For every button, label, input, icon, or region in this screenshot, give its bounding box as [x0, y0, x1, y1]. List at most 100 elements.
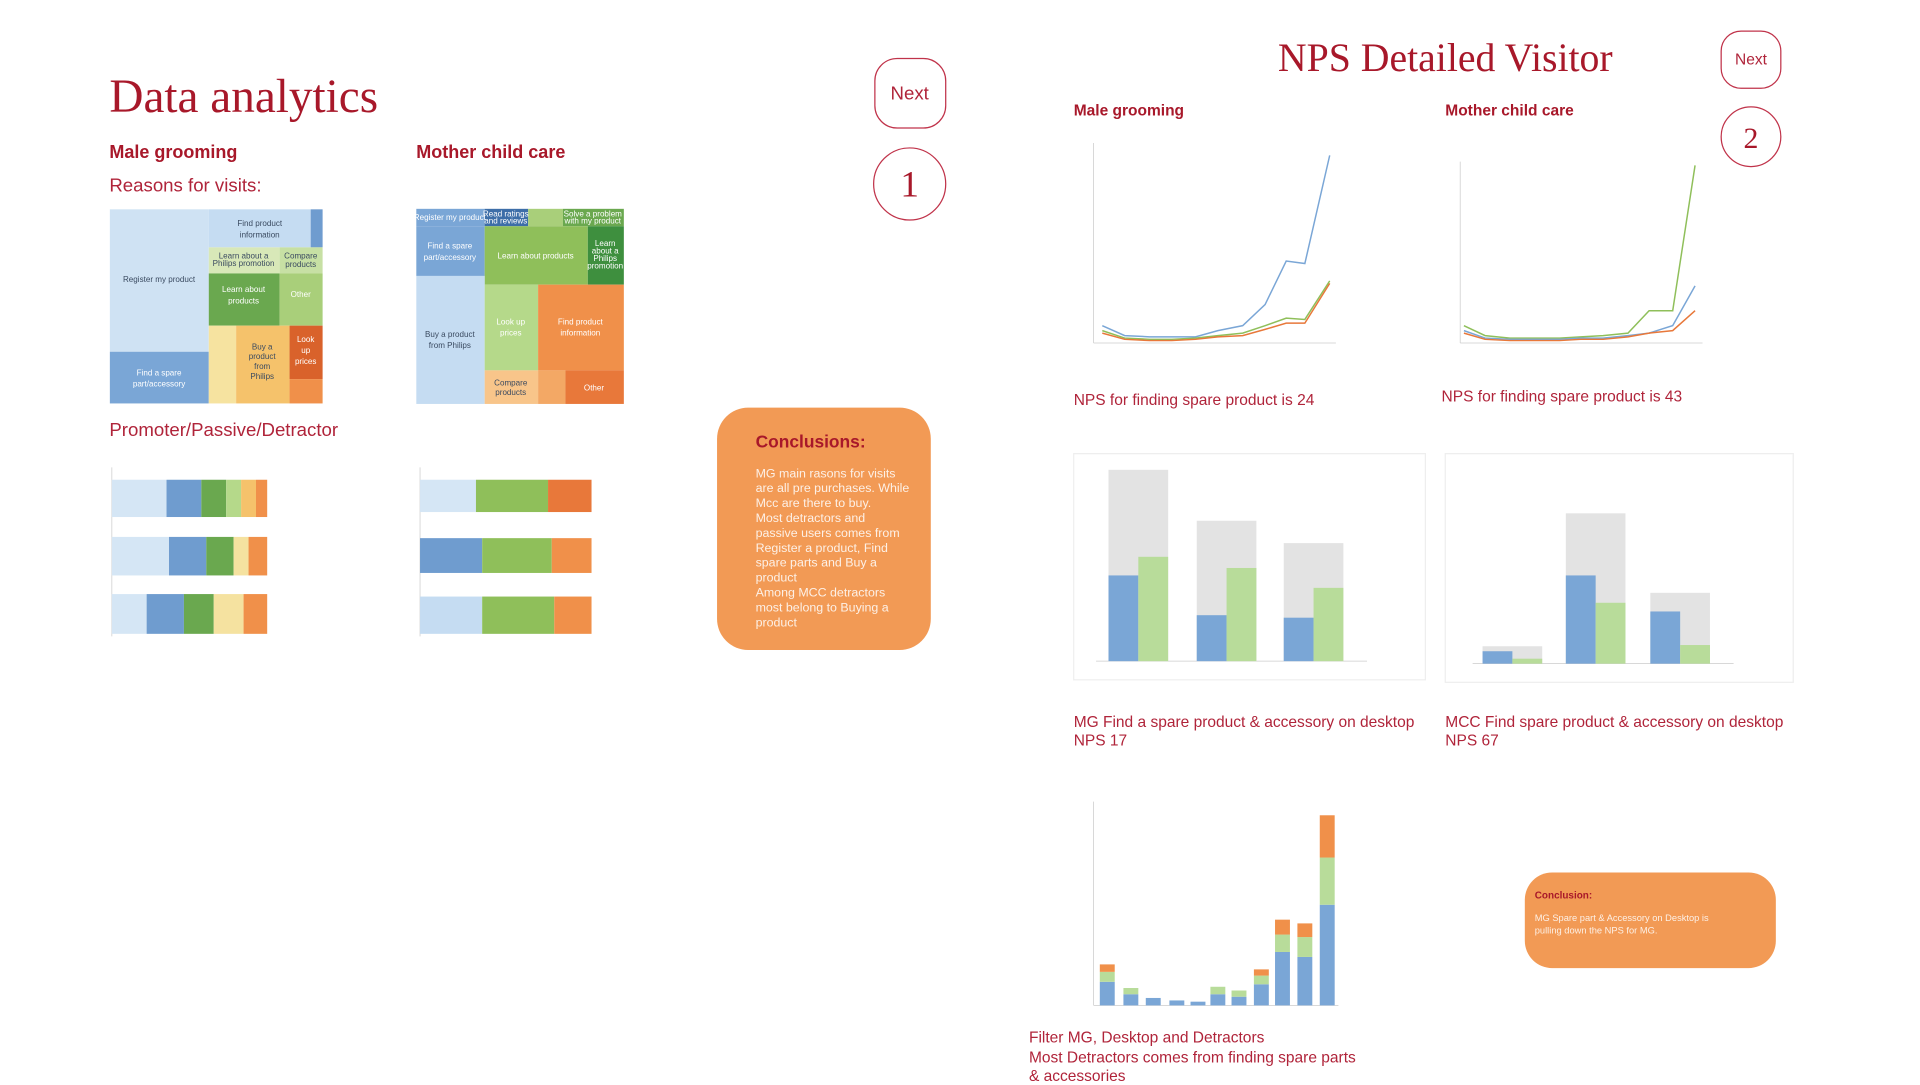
- caption: NPS 67: [1445, 733, 1498, 750]
- cell: [289, 325, 324, 380]
- conclusion-line: are all pre purchases. While: [756, 481, 910, 495]
- cell: [484, 370, 539, 404]
- cell: [528, 208, 563, 227]
- cell-label: Buy a product: [425, 330, 476, 339]
- cell: [279, 273, 324, 326]
- cell-label: Learn: [595, 239, 616, 248]
- cell-label: products: [228, 296, 259, 305]
- stacked-thumbnail: [1093, 801, 1339, 1006]
- cell-label: up: [301, 346, 310, 355]
- heading: Mother child care: [416, 142, 565, 162]
- cell-label: Philips: [250, 372, 274, 381]
- next-label[interactable]: Next: [891, 82, 930, 103]
- cell: [538, 370, 566, 404]
- cell-label: Philips promotion: [213, 259, 275, 268]
- cell-label: Register my product: [414, 213, 487, 222]
- cell-label: Find product: [558, 317, 604, 326]
- cell: [416, 226, 485, 276]
- conclusion-line: passive users comes from: [756, 526, 900, 540]
- treemap: Register my product Read ratings and rev…: [414, 208, 624, 404]
- conclusion-line: most belong to Buying a: [756, 600, 889, 614]
- cell-label: Other: [584, 383, 604, 392]
- cell-label: Solve a problem: [564, 209, 623, 218]
- cell: [484, 284, 539, 371]
- stacked-bar-thumbnail: [111, 467, 592, 637]
- cell-label: Philips: [593, 254, 617, 263]
- cell-label: about a: [592, 247, 619, 256]
- cell: [208, 208, 311, 248]
- cell-label: promotion: [587, 261, 623, 270]
- cell-label: Look: [297, 335, 315, 344]
- cell-label: part/accessory: [133, 380, 186, 389]
- step-circle: [1720, 106, 1782, 168]
- caption: NPS for finding spare product is 43: [1442, 388, 1683, 405]
- cell-label: Find product: [237, 219, 283, 228]
- cell: [289, 379, 324, 404]
- cell-label: Learn about: [222, 285, 266, 294]
- next-button[interactable]: [874, 57, 947, 129]
- title: NPS Detailed Visitor: [1278, 36, 1613, 80]
- cell-label: with my product: [564, 217, 622, 226]
- cell-label: part/accessory: [424, 253, 477, 262]
- cell: [416, 208, 485, 227]
- cell-label: product: [249, 352, 277, 361]
- conclusion-line: product: [756, 571, 798, 585]
- caption: NPS 17: [1074, 733, 1127, 750]
- cell: [562, 208, 624, 227]
- cell-label: Learn about products: [498, 252, 574, 261]
- caption: MCC Find spare product & accessory on de…: [1445, 714, 1783, 731]
- cell-label: Learn about a: [219, 252, 269, 261]
- cell: [208, 247, 280, 274]
- cell-label: Compare: [284, 252, 318, 261]
- title: Data analytics: [109, 71, 378, 123]
- cell-label: and reviews: [484, 217, 527, 226]
- step-number: 1: [900, 164, 919, 205]
- conclusion-line: MG main rasons for visits: [756, 466, 896, 480]
- conclusion-line: Among MCC detractors: [756, 586, 886, 600]
- cell-label: Other: [291, 290, 311, 299]
- line-thumbnail: [1093, 142, 1703, 344]
- conclusion-box: [1524, 872, 1776, 969]
- heading: Male grooming: [109, 142, 237, 162]
- cell-label: from: [254, 362, 270, 371]
- next-button[interactable]: [1720, 30, 1782, 89]
- conclusion-line: Mcc are there to buy.: [756, 496, 872, 510]
- cell-label: products: [285, 260, 316, 269]
- step-circle: [873, 147, 947, 221]
- bar-thumbnail: [1073, 453, 1794, 683]
- cell: [236, 325, 290, 404]
- cell-label: from Philips: [429, 341, 471, 350]
- conclusion-line: Most detractors and: [756, 511, 866, 525]
- heading: Mother child care: [1445, 103, 1574, 120]
- cell-label: Find a spare: [427, 242, 472, 251]
- cell: [279, 247, 324, 274]
- caption: & accessories: [1029, 1068, 1126, 1085]
- heading: Male grooming: [1074, 103, 1184, 120]
- subheading: Reasons for visits:: [109, 174, 261, 195]
- cell: [538, 284, 624, 371]
- conclusion-line: product: [756, 615, 798, 629]
- conclusion-line: spare parts and Buy a: [756, 556, 877, 570]
- cell: [208, 325, 237, 404]
- cell-label: Compare: [494, 378, 528, 387]
- cell-label: Read ratings: [483, 209, 529, 218]
- next-label[interactable]: Next: [1735, 52, 1768, 69]
- conclusion-text: MG Spare part & Accessory on Desktop is: [1535, 913, 1709, 923]
- cell-label: Find a spare: [137, 368, 182, 377]
- conclusion-title: Conclusions:: [756, 431, 866, 451]
- caption: Most Detractors comes from finding spare…: [1029, 1050, 1356, 1067]
- treemap: Register my product Find a spare part/ac…: [108, 208, 324, 405]
- cell-label: information: [560, 329, 600, 338]
- caption: NPS for finding spare product is 24: [1074, 392, 1315, 409]
- cell-label: prices: [500, 329, 522, 338]
- cell: [310, 208, 324, 248]
- conclusion-text: pulling down the NPS for MG.: [1535, 925, 1658, 935]
- cell: [109, 351, 209, 404]
- step-number: 2: [1744, 122, 1759, 155]
- cell-label: prices: [295, 357, 317, 366]
- cell: [484, 226, 588, 285]
- conclusion-title: Conclusion:: [1535, 891, 1592, 902]
- cell: [416, 275, 485, 404]
